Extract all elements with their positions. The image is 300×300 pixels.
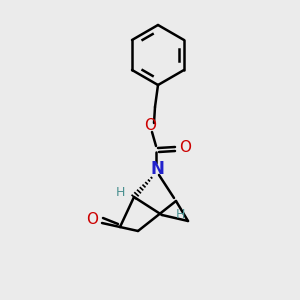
- Text: H: H: [115, 187, 125, 200]
- Text: H: H: [175, 208, 185, 221]
- Text: O: O: [86, 212, 98, 227]
- Text: O: O: [144, 118, 156, 134]
- Text: N: N: [150, 160, 164, 178]
- Text: O: O: [179, 140, 191, 155]
